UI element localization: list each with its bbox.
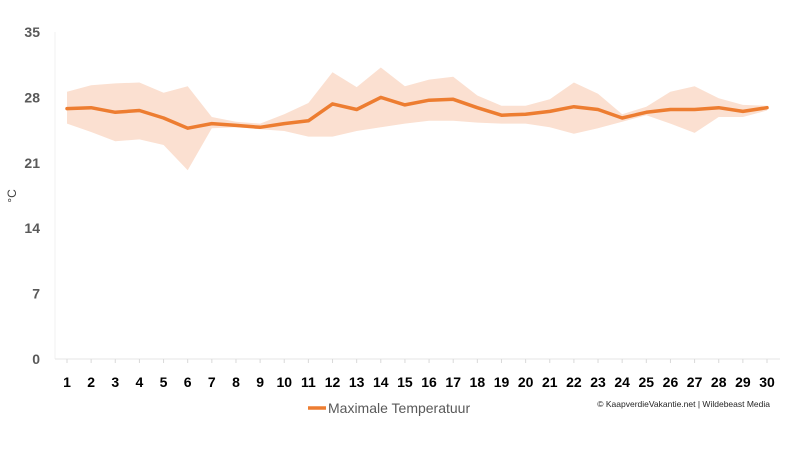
x-tick-label: 3 [111, 374, 119, 390]
x-tick-label: 16 [421, 374, 437, 390]
x-tick-label: 19 [494, 374, 510, 390]
temperature-range-band [67, 67, 767, 171]
x-tick-label: 24 [614, 374, 630, 390]
x-tick-label: 23 [590, 374, 606, 390]
legend: Maximale Temperatuur [308, 400, 470, 416]
x-tick-label: 5 [160, 374, 168, 390]
y-axis-label: °C [5, 189, 19, 203]
x-tick-label: 30 [759, 374, 775, 390]
x-tick-label: 1 [63, 374, 71, 390]
y-tick-label: 35 [24, 24, 40, 40]
x-tick-label: 21 [542, 374, 558, 390]
y-tick-label: 0 [32, 351, 40, 367]
series-line-maximale-temperatuur [65, 95, 769, 130]
x-tick-label: 6 [184, 374, 192, 390]
y-tick-label: 7 [32, 286, 40, 302]
plot-area [54, 32, 780, 360]
x-tick-label: 17 [445, 374, 461, 390]
y-tick-label: 28 [24, 89, 40, 105]
x-tick-label: 25 [639, 374, 655, 390]
x-tick-label: 12 [325, 374, 341, 390]
x-tick-label: 14 [373, 374, 389, 390]
x-tick-label: 28 [711, 374, 727, 390]
x-tick-label: 26 [663, 374, 679, 390]
x-tick-label: 9 [256, 374, 264, 390]
x-tick-label: 10 [276, 374, 292, 390]
x-tick-label: 11 [301, 374, 316, 390]
x-axis-ticks: 1 2 3 4 5 6 7 8 9 10 11 12 13 14 15 16 17 18 19 20 21 22 23 24 2… [63, 359, 775, 390]
x-tick-label: 7 [208, 374, 216, 390]
x-tick-label: 29 [735, 374, 751, 390]
x-tick-label: 15 [397, 374, 413, 390]
credit-text: © KaapverdieVakantie.net | Wildebeast Me… [597, 399, 770, 409]
x-tick-label: 13 [349, 374, 365, 390]
legend-label: Maximale Temperatuur [328, 400, 470, 416]
x-tick-label: 18 [470, 374, 486, 390]
x-tick-label: 8 [232, 374, 240, 390]
y-tick-label: 14 [24, 220, 40, 236]
y-axis-ticks: 0 7 14 21 28 35 [24, 24, 40, 367]
x-tick-label: 2 [87, 374, 95, 390]
y-tick-label: 21 [24, 155, 40, 171]
x-tick-label: 4 [136, 374, 144, 390]
x-tick-label: 22 [566, 374, 582, 390]
x-tick-label: 20 [518, 374, 534, 390]
x-tick-label: 27 [687, 374, 703, 390]
